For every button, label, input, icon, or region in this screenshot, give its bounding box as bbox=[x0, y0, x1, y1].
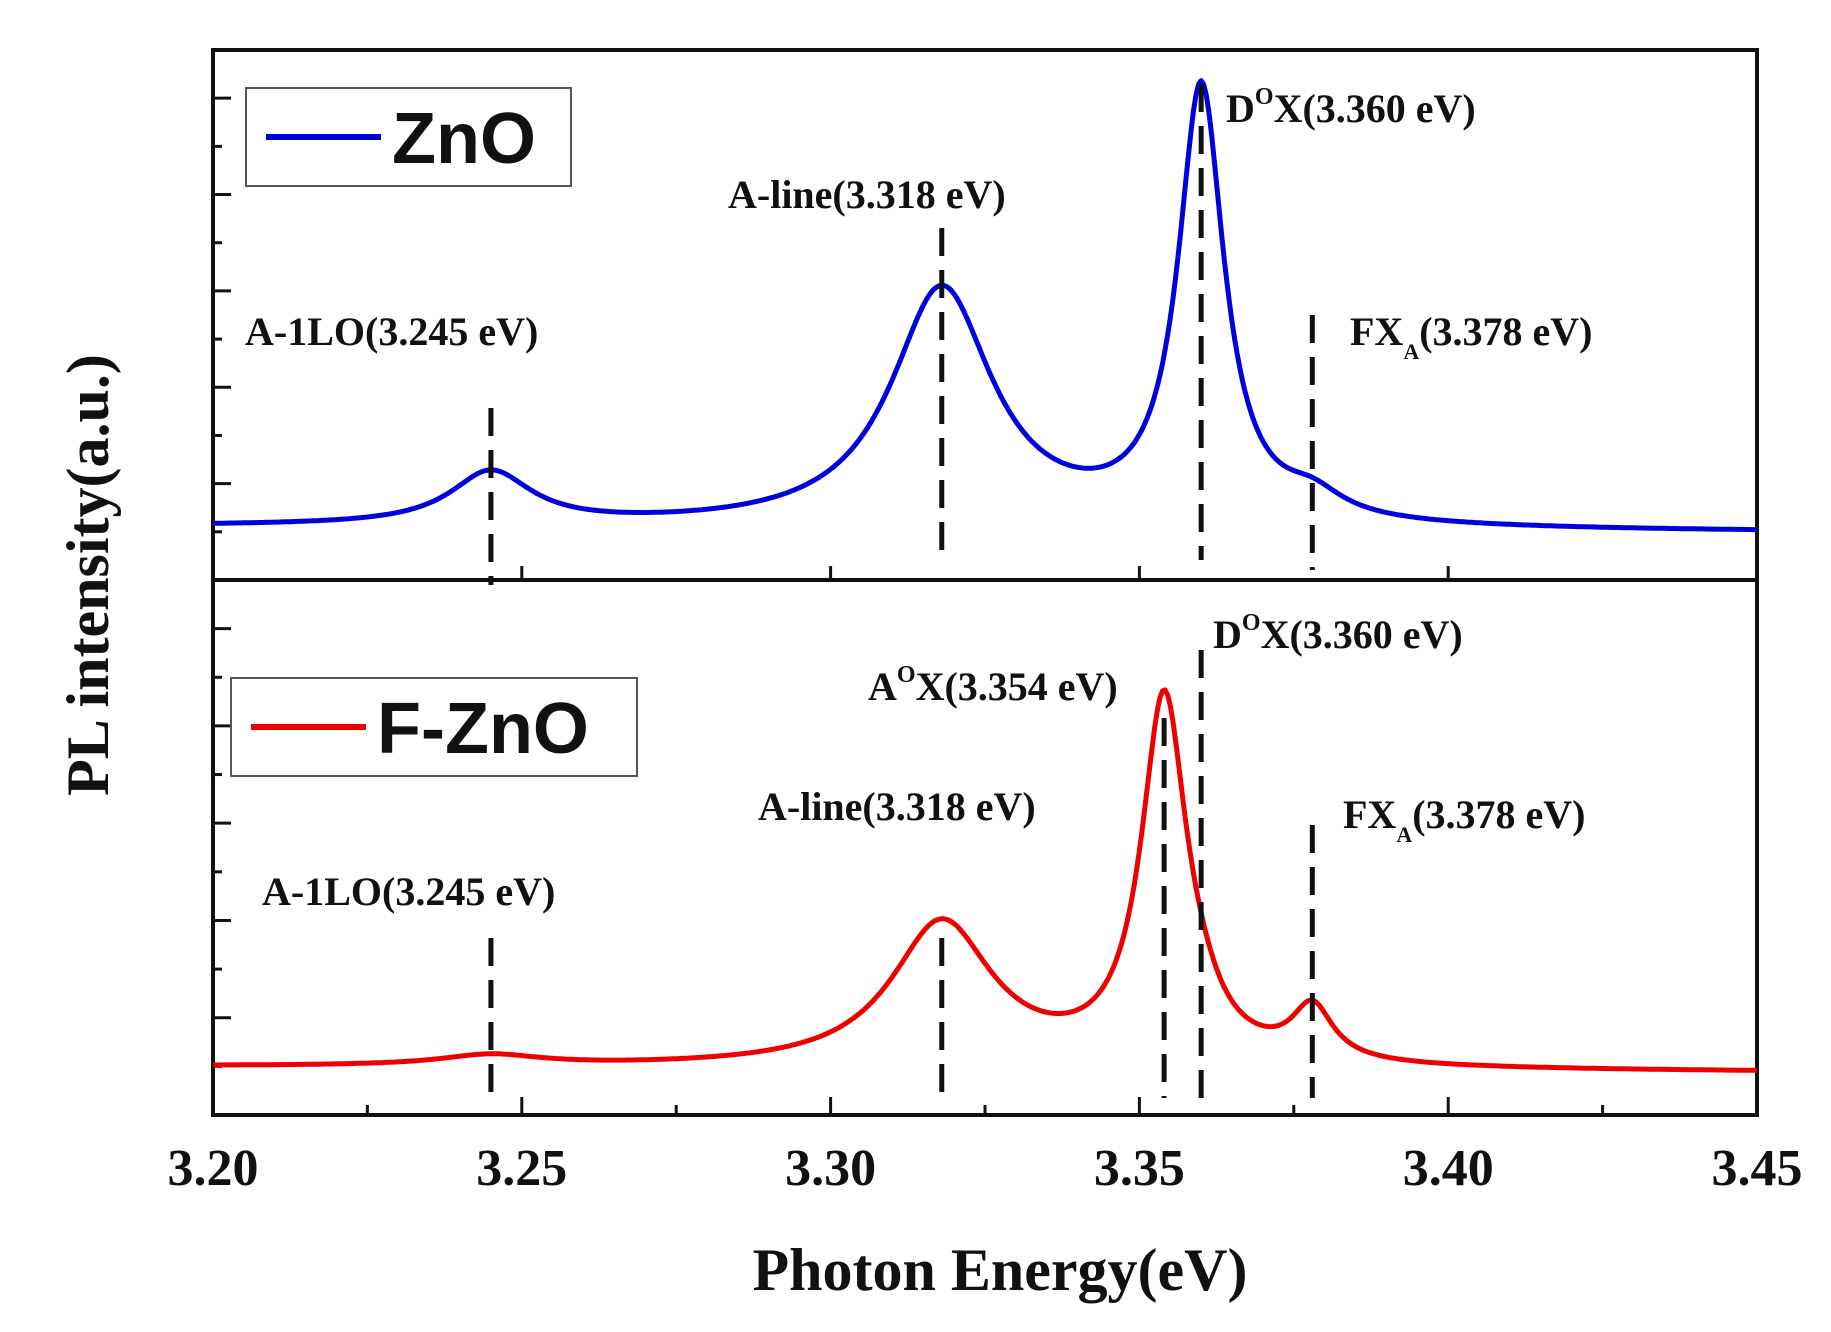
annotation-f-zno-3.354: AOX(3.354 eV) bbox=[868, 662, 1118, 709]
annotation-f-zno-3.36: DOX(3.360 eV) bbox=[1213, 610, 1463, 657]
annotation-f-zno-3.378: FXA(3.378 eV) bbox=[1343, 792, 1586, 847]
x-tick-label: 3.45 bbox=[1712, 1140, 1803, 1197]
x-tick-label: 3.35 bbox=[1094, 1140, 1185, 1197]
annotation-zno-3.378: FXA(3.378 eV) bbox=[1350, 309, 1593, 364]
x-tick-label: 3.30 bbox=[785, 1140, 876, 1197]
curve-f-zno bbox=[213, 687, 1758, 1073]
x-tick-label: 3.40 bbox=[1403, 1140, 1494, 1197]
annotations-group: A-1LO(3.245 eV) A-line(3.318 eV) DOX(3.360… bbox=[245, 84, 1593, 914]
annotation-f-zno-3.318: A-line(3.318 eV) bbox=[758, 784, 1036, 829]
annotation-f-zno-3.245: A-1LO(3.245 eV) bbox=[262, 869, 555, 914]
legend-label-zno: ZnO bbox=[392, 99, 536, 179]
x-tick-label: 3.25 bbox=[476, 1140, 567, 1197]
legends-group: ZnO F-ZnO bbox=[230, 87, 638, 777]
x-tick-label: 3.20 bbox=[168, 1140, 259, 1197]
y-axis-title: PL intensity(a.u.) bbox=[55, 354, 121, 796]
axes-group: 3.20 3.25 3.30 3.35 3.40 3.45 bbox=[168, 48, 1803, 1197]
annotation-zno-3.245: A-1LO(3.245 eV) bbox=[245, 309, 538, 354]
curves-group bbox=[213, 78, 1758, 1073]
annotation-zno-3.318: A-line(3.318 eV) bbox=[728, 172, 1006, 217]
curve-zno bbox=[213, 78, 1757, 533]
peak-markers-group bbox=[488, 84, 1315, 1098]
annotation-zno-3.36: DOX(3.360 eV) bbox=[1226, 84, 1476, 131]
legend-label-f-zno: F-ZnO bbox=[377, 689, 589, 769]
x-axis-title: Photon Energy(eV) bbox=[753, 1237, 1248, 1303]
